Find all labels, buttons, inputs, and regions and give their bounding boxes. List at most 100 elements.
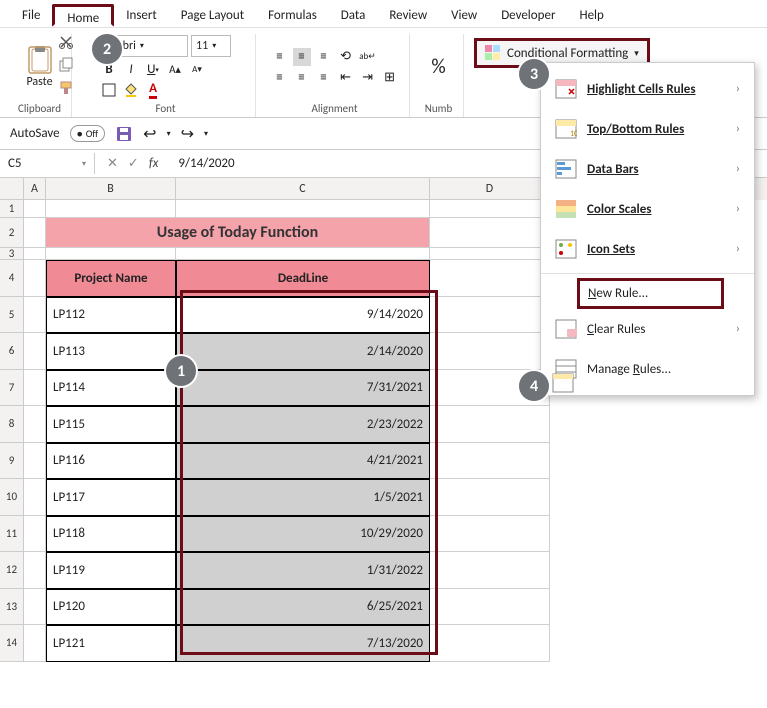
wrap-text-icon[interactable]: ab↵	[359, 48, 377, 66]
fill-color-button[interactable]	[122, 81, 140, 99]
cell-B11[interactable]: LP118	[46, 516, 176, 553]
cell-C3[interactable]	[176, 248, 430, 260]
cf-item-icon-sets[interactable]: Icon Sets›	[541, 229, 754, 269]
cell-D4[interactable]	[430, 260, 550, 297]
cell-D6[interactable]	[430, 333, 550, 370]
row-header-13[interactable]: 13	[0, 589, 24, 626]
underline-button[interactable]: U▾	[144, 60, 162, 78]
select-all-corner[interactable]	[0, 178, 24, 200]
cancel-icon[interactable]: ✕	[107, 156, 118, 171]
menu-tab-help[interactable]: Help	[567, 4, 615, 27]
cf-item-data-bars[interactable]: Data Bars›	[541, 149, 754, 189]
cell-A1[interactable]	[24, 200, 46, 218]
cf-item-color-scales[interactable]: Color Scales›	[541, 189, 754, 229]
menu-tab-view[interactable]: View	[439, 4, 489, 27]
cell-A10[interactable]	[24, 479, 46, 516]
formula-value[interactable]: 9/14/2020	[170, 156, 242, 171]
cell-C6[interactable]: 2/14/2020	[176, 333, 430, 370]
align-bottom-icon[interactable]: ≡	[315, 48, 333, 66]
cells-area[interactable]: Usage of Today FunctionProject NameDeadL…	[24, 200, 550, 662]
menu-tab-review[interactable]: Review	[377, 4, 439, 27]
cell-C9[interactable]: 4/21/2021	[176, 443, 430, 480]
row-header-5[interactable]: 5	[0, 297, 24, 334]
italic-button[interactable]: I	[122, 60, 140, 78]
fx-icon[interactable]: fx	[149, 156, 159, 171]
cell-B9[interactable]: LP116	[46, 443, 176, 480]
cell-D14[interactable]	[430, 625, 550, 662]
enter-icon[interactable]: ✓	[128, 156, 139, 171]
cell-B3[interactable]	[46, 248, 176, 260]
orientation-icon[interactable]: ⟲	[337, 48, 355, 66]
cell-A14[interactable]	[24, 625, 46, 662]
col-header-D[interactable]: D	[430, 178, 550, 200]
row-header-2[interactable]: 2	[0, 218, 24, 248]
row-header-8[interactable]: 8	[0, 406, 24, 443]
menu-tab-developer[interactable]: Developer	[489, 4, 567, 27]
cell-D3[interactable]	[430, 248, 550, 260]
align-center-icon[interactable]: ≡	[293, 69, 311, 87]
cell-A9[interactable]	[24, 443, 46, 480]
cf-item-highlight-cells-rules[interactable]: Highlight Cells Rules›	[541, 69, 754, 109]
menu-tab-home[interactable]: Home	[52, 4, 114, 27]
decrease-font-icon[interactable]: A▾	[188, 60, 206, 78]
align-middle-icon[interactable]: ≡	[293, 48, 311, 66]
percent-icon[interactable]: %	[431, 55, 445, 79]
col-header-B[interactable]: B	[46, 178, 176, 200]
border-button[interactable]	[100, 81, 118, 99]
cell-C5[interactable]: 9/14/2020	[176, 297, 430, 334]
cell-B6[interactable]: LP113	[46, 333, 176, 370]
align-right-icon[interactable]: ≡	[315, 69, 333, 87]
cell-C8[interactable]: 2/23/2022	[176, 406, 430, 443]
cell-D2[interactable]	[430, 218, 550, 248]
cell-D9[interactable]	[430, 443, 550, 480]
cell-C7[interactable]: 7/31/2021	[176, 370, 430, 407]
save-icon[interactable]	[115, 125, 133, 143]
indent-right-icon[interactable]: ⇥	[359, 69, 377, 87]
cell-B12[interactable]: LP119	[46, 552, 176, 589]
cf-action-new-rule-[interactable]: New Rule...	[577, 278, 724, 309]
menu-tab-data[interactable]: Data	[329, 4, 378, 27]
cell-B10[interactable]: LP117	[46, 479, 176, 516]
row-header-12[interactable]: 12	[0, 552, 24, 589]
align-left-icon[interactable]: ≡	[271, 69, 289, 87]
cell-C10[interactable]: 1/5/2021	[176, 479, 430, 516]
format-painter-icon[interactable]	[58, 80, 74, 96]
cell-D11[interactable]	[430, 516, 550, 553]
cell-A4[interactable]	[24, 260, 46, 297]
cell-A13[interactable]	[24, 589, 46, 626]
row-header-14[interactable]: 14	[0, 625, 24, 662]
merge-icon[interactable]: ⊞	[381, 69, 399, 87]
row-header-1[interactable]: 1	[0, 200, 24, 218]
row-header-11[interactable]: 11	[0, 516, 24, 553]
cell-B1[interactable]	[46, 200, 176, 218]
row-header-4[interactable]: 4	[0, 260, 24, 297]
row-header-7[interactable]: 7	[0, 370, 24, 407]
menu-tab-page-layout[interactable]: Page Layout	[169, 4, 256, 27]
cell-A2[interactable]	[24, 218, 46, 248]
menu-tab-file[interactable]: File	[10, 4, 52, 27]
cell-D13[interactable]	[430, 589, 550, 626]
paste-button[interactable]: Paste	[26, 45, 54, 89]
row-header-6[interactable]: 6	[0, 333, 24, 370]
align-top-icon[interactable]: ≡	[271, 48, 289, 66]
font-size-select[interactable]: 11▾	[191, 35, 231, 57]
redo-button[interactable]: ↪	[181, 124, 194, 144]
col-header-C[interactable]: C	[176, 178, 430, 200]
cell-C1[interactable]	[176, 200, 430, 218]
cell-B2[interactable]: Usage of Today Function	[46, 218, 430, 248]
cell-B7[interactable]: LP114	[46, 370, 176, 407]
autosave-toggle[interactable]: ● Off	[70, 125, 106, 142]
cell-D1[interactable]	[430, 200, 550, 218]
cell-B4[interactable]: Project Name	[46, 260, 176, 297]
cell-A6[interactable]	[24, 333, 46, 370]
font-color-button[interactable]: A	[144, 81, 162, 99]
copy-icon[interactable]	[58, 57, 74, 73]
menu-tab-insert[interactable]: Insert	[114, 4, 169, 27]
cell-A11[interactable]	[24, 516, 46, 553]
undo-button[interactable]: ↩	[143, 124, 156, 144]
cf-action-clear-rules[interactable]: Clear Rules›	[541, 309, 754, 349]
cell-B14[interactable]: LP121	[46, 625, 176, 662]
cell-D10[interactable]	[430, 479, 550, 516]
cell-B5[interactable]: LP112	[46, 297, 176, 334]
row-header-3[interactable]: 3	[0, 248, 24, 260]
